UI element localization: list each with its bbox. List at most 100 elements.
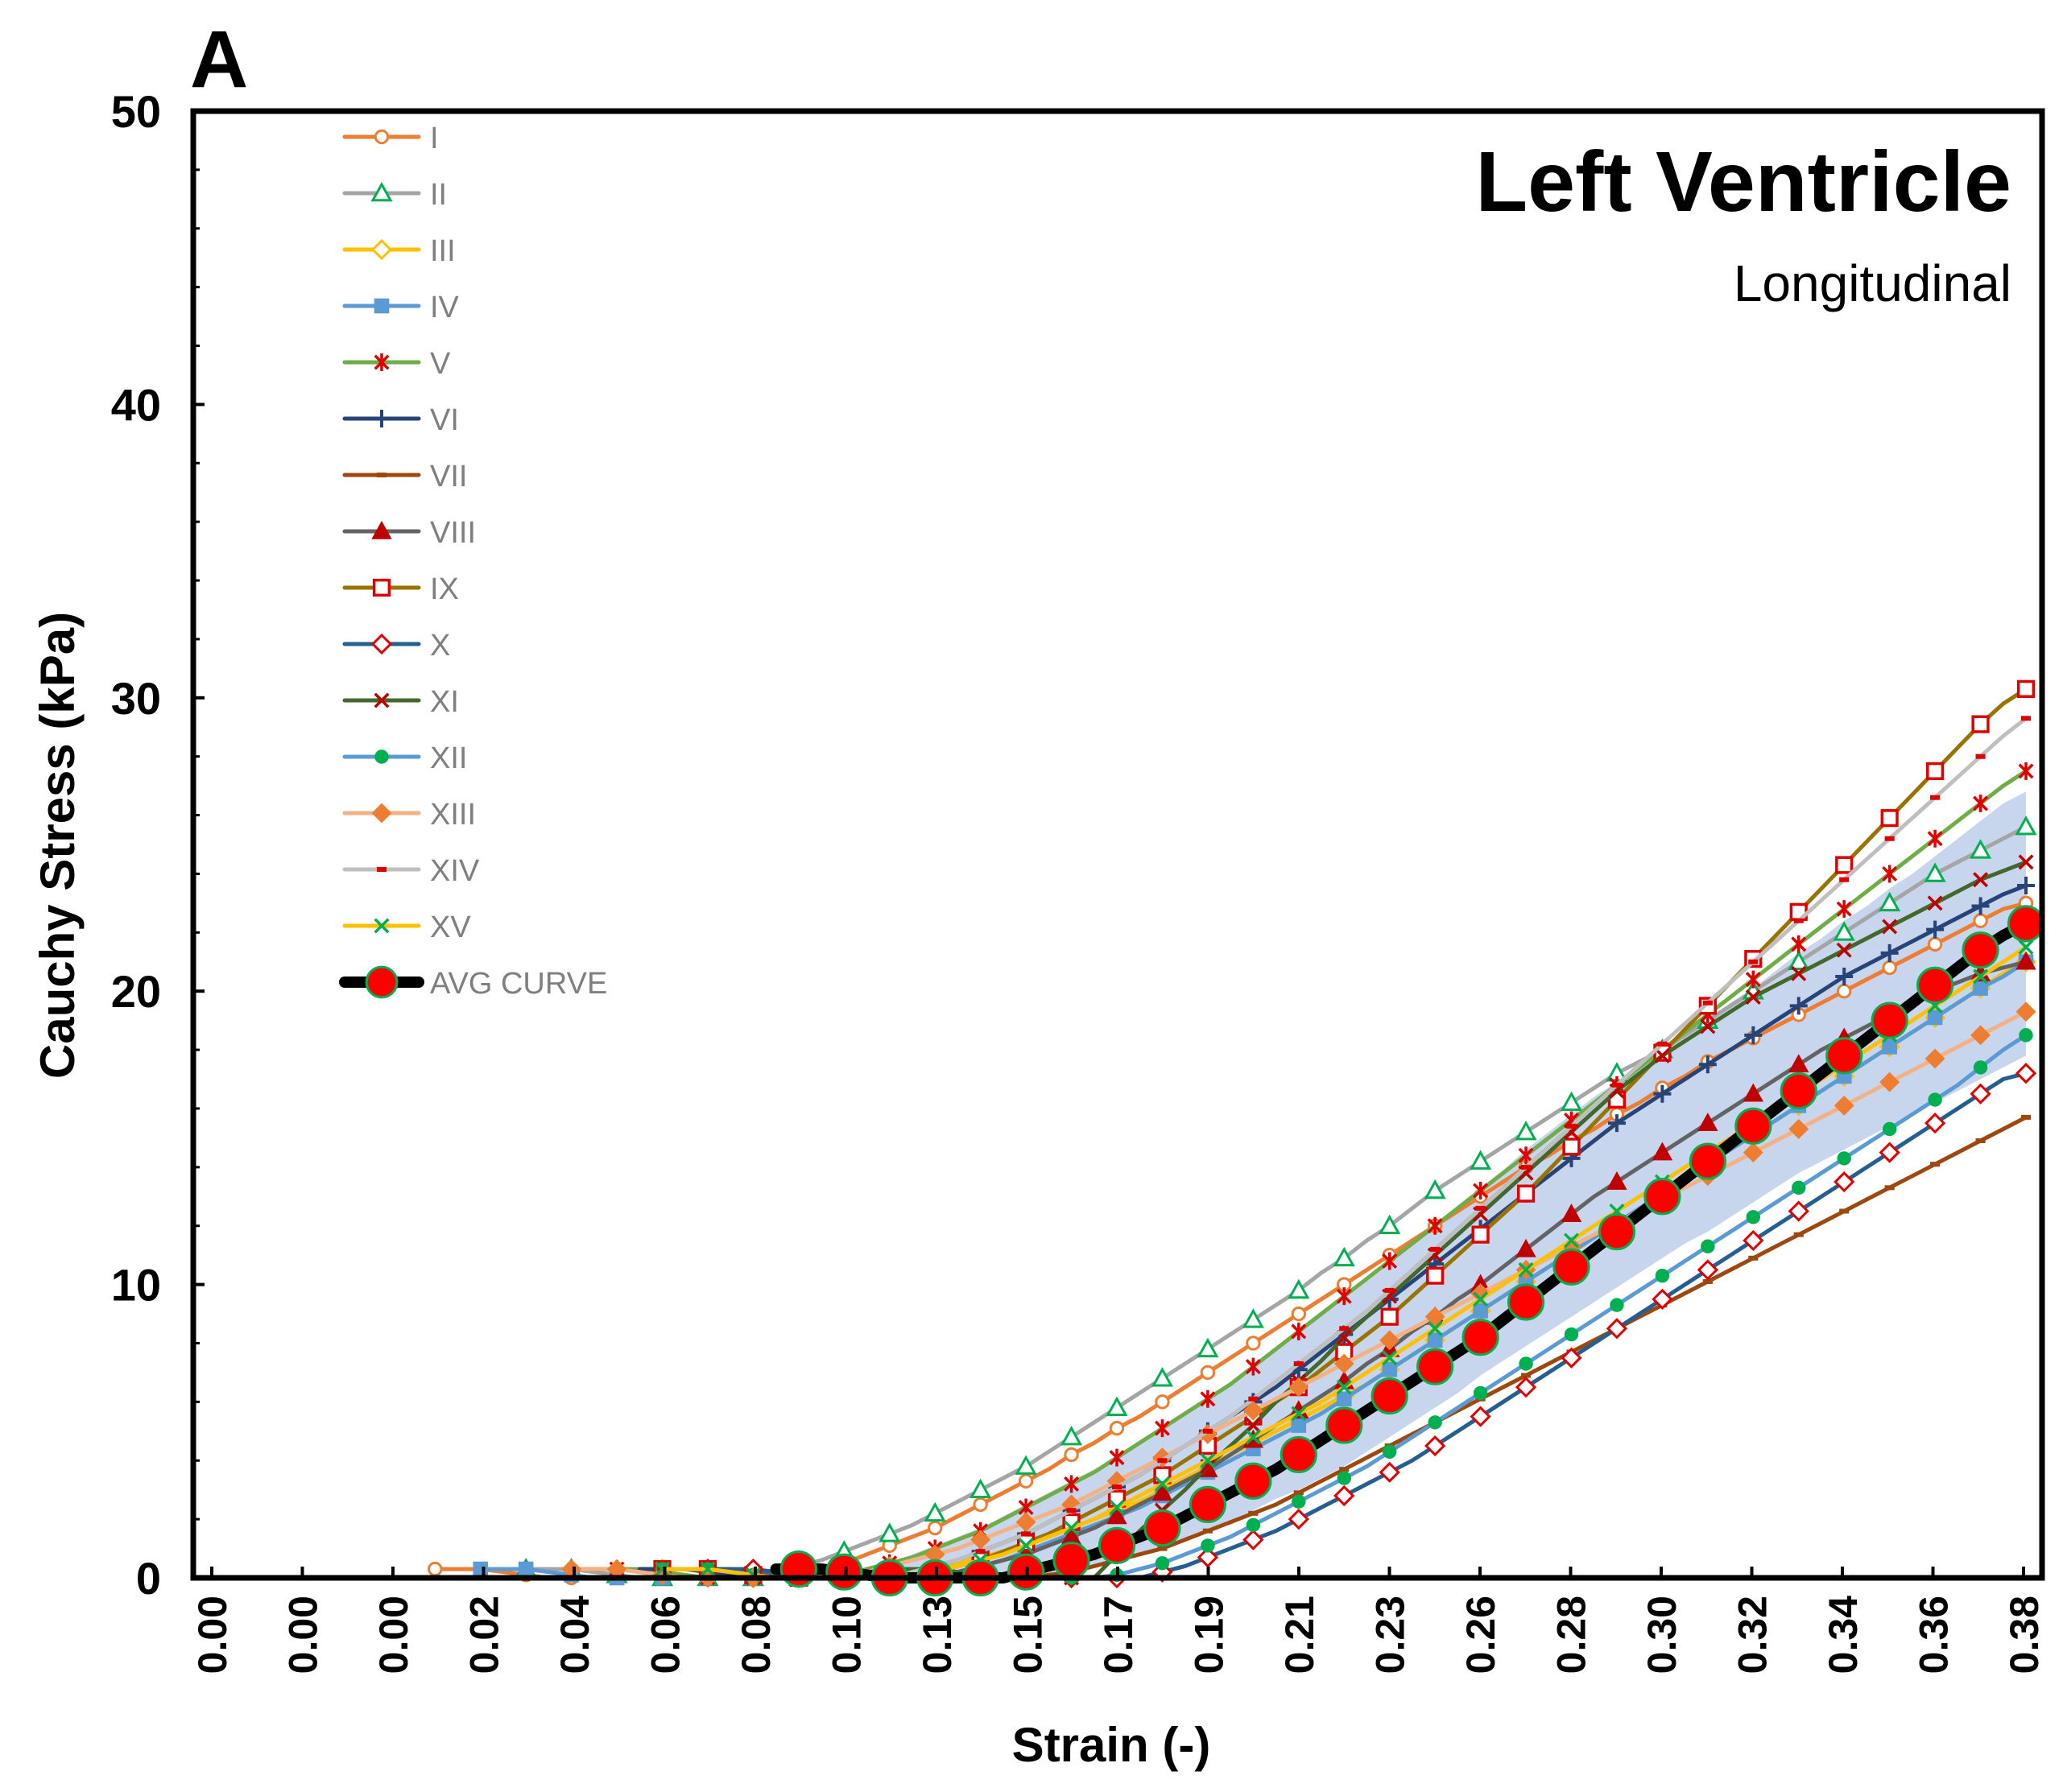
series-point: [1383, 1444, 1397, 1460]
legend-item-viii: VIII: [342, 516, 476, 550]
series-point: [1879, 1142, 1900, 1163]
series-point: [1698, 1055, 1717, 1074]
series-point: [1916, 966, 1954, 1005]
series-point: [1424, 1307, 1445, 1327]
series-point: [1789, 997, 1808, 1015]
series-point: [1562, 1138, 1581, 1156]
series-point: [1280, 1435, 1317, 1474]
series-point: [1473, 1385, 1488, 1401]
series-point: [1879, 891, 1901, 912]
series-point: [1836, 942, 1852, 958]
series-point: [1518, 1261, 1534, 1278]
legend-label: IV: [430, 291, 460, 324]
legend-item-avg-curve: AVG CURVE: [339, 965, 607, 1001]
series-point: [2018, 939, 2034, 956]
series-point: [1561, 1204, 1582, 1222]
series-point: [1970, 839, 1992, 859]
series-point: [1416, 1348, 1454, 1385]
series-point: [700, 1561, 716, 1577]
legend-item-xiv: XIV: [342, 854, 480, 888]
series-point: [1379, 1330, 1400, 1351]
x-tick-label: 0.15: [1006, 1596, 1051, 1674]
legend-item-xii: XII: [342, 741, 467, 775]
x-tick-label: 0.10: [825, 1596, 870, 1674]
legend-label: XI: [430, 685, 459, 719]
legend-swatch-marker: [370, 238, 393, 261]
series-point: [1333, 1484, 1355, 1507]
y-tick-label: 30: [111, 673, 161, 724]
x-tick-label: 0.02: [462, 1596, 507, 1674]
series-point: [1471, 1225, 1490, 1244]
series-point: [2019, 1028, 2033, 1043]
series-point: [1382, 1361, 1398, 1377]
x-tick-label: 0.00: [190, 1596, 235, 1674]
x-tick-label: 0.30: [1639, 1596, 1685, 1674]
series-point: [825, 1553, 863, 1591]
series-point: [1561, 1347, 1582, 1369]
x-tick-label: 0.08: [734, 1596, 779, 1674]
series-point: [1197, 1546, 1219, 1568]
series-point: [1151, 1367, 1173, 1387]
series-point: [1470, 1150, 1492, 1170]
legend-label: VI: [430, 403, 459, 437]
x-tick-label: 0.21: [1277, 1596, 1322, 1674]
series-point: [1560, 1091, 1583, 1111]
series-point: [1973, 968, 1989, 985]
series-point: [1473, 1181, 1489, 1199]
series-point: [2007, 905, 2045, 943]
series-point: [1109, 1448, 1125, 1467]
series-point: [1154, 1476, 1170, 1492]
series-point: [1926, 920, 1945, 939]
x-tick-label: 0.04: [552, 1596, 597, 1674]
series-point: [1155, 1556, 1170, 1571]
legend-label: I: [430, 122, 439, 155]
legend-swatch-marker: [372, 578, 391, 597]
x-tick-label: 0.34: [1821, 1596, 1866, 1674]
legend-label: VIII: [430, 516, 476, 550]
series-point: [1428, 1415, 1442, 1430]
series-point: [1792, 1180, 1806, 1195]
legend-label: XII: [430, 741, 467, 775]
series-point: [1382, 1350, 1398, 1366]
series-point: [1780, 1071, 1817, 1110]
series-point: [1926, 762, 1945, 780]
series-point: [1064, 1520, 1080, 1536]
series-point: [1564, 1327, 1579, 1342]
series-point: [1927, 936, 1943, 952]
series-point: [1871, 1001, 1908, 1039]
series-point: [1610, 1298, 1624, 1312]
series-point: [1018, 1538, 1034, 1554]
legend-item-ix: IX: [342, 572, 459, 606]
series-point: [1473, 1291, 1489, 1307]
series-point: [1788, 1200, 1809, 1222]
legend-swatch-marker: [373, 410, 391, 427]
series-point: [1291, 1306, 1307, 1322]
series-point: [1201, 1538, 1215, 1553]
series-point: [1962, 931, 1999, 969]
series-point: [2017, 877, 2035, 895]
series-point: [1060, 1425, 1083, 1446]
series-point: [1424, 1179, 1446, 1199]
legend-swatch-marker: [370, 633, 393, 655]
y-tick-label: 40: [111, 379, 161, 430]
series-point: [473, 1561, 489, 1577]
series-point: [1200, 1365, 1216, 1381]
series-point: [1473, 1303, 1488, 1319]
series-point: [1143, 1509, 1181, 1547]
series-point: [2015, 815, 2037, 836]
series-point: [1109, 1420, 1125, 1436]
series-point: [1461, 1319, 1499, 1356]
legend-swatch-marker: [374, 692, 390, 708]
series-point: [2015, 1001, 2036, 1022]
series-point: [1607, 1114, 1626, 1133]
series-point: [970, 1530, 991, 1550]
series-point: [1928, 1092, 1942, 1107]
series-point: [1106, 1396, 1128, 1416]
series-point: [1734, 1107, 1772, 1145]
series-point: [1064, 1447, 1079, 1463]
x-tick-label: 0.13: [915, 1596, 960, 1674]
legend-swatch-marker: [374, 749, 389, 764]
series-point: [1427, 1216, 1443, 1235]
